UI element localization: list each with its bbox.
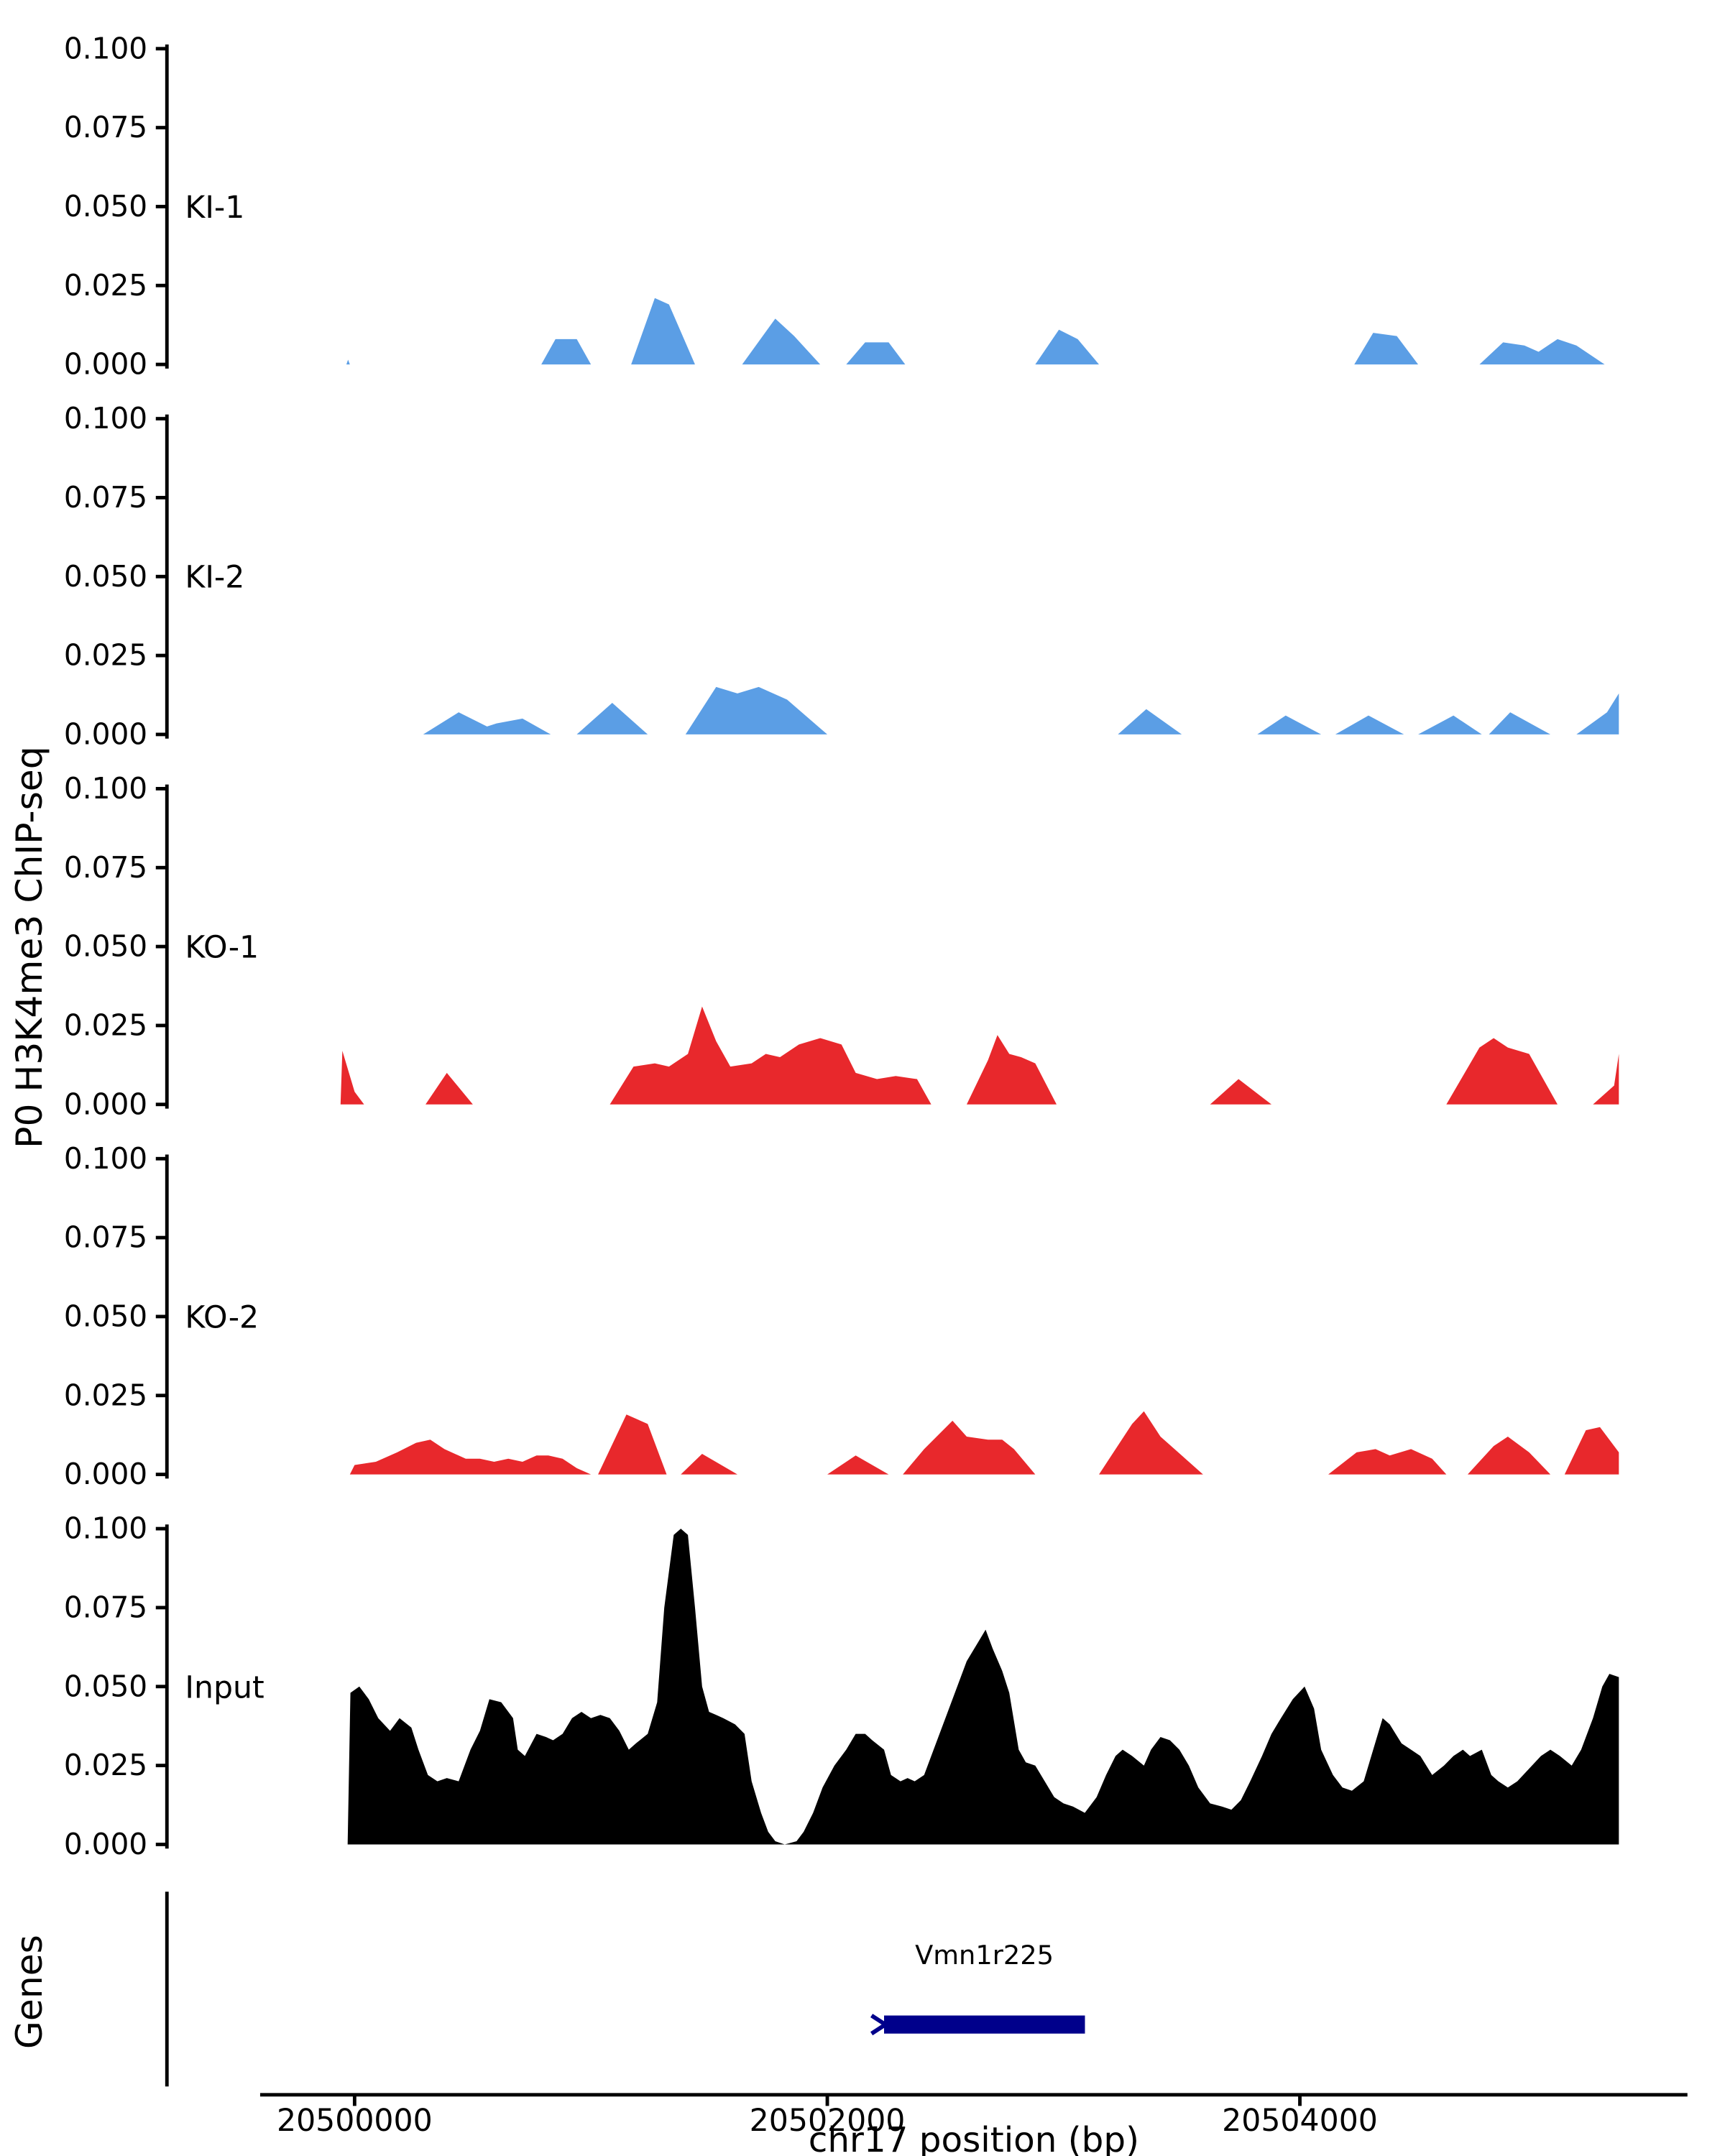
x-tick-label: 20502000 bbox=[750, 2103, 906, 2139]
track-label: KO-2 bbox=[185, 1299, 259, 1335]
coverage-area-Input bbox=[347, 1529, 1619, 1845]
y-tick-label: 0.050 bbox=[64, 1669, 147, 1703]
y-tick-label: 0.075 bbox=[64, 850, 147, 885]
coverage-area-KO-2 bbox=[349, 1411, 1619, 1475]
x-axis: 20500000 20502000 20504000 chr17 position (… bbox=[259, 2093, 1688, 2156]
y-tick-label: 0.000 bbox=[64, 1087, 147, 1121]
y-tick-label: 0.025 bbox=[64, 1378, 147, 1412]
y-tick-label: 0.025 bbox=[64, 268, 147, 303]
y-tick-label: 0.050 bbox=[64, 929, 147, 964]
x-axis-title: chr17 position (bp) bbox=[809, 2120, 1139, 2156]
y-tick-label: 0.100 bbox=[64, 771, 147, 806]
gene-strand-arrow-icon bbox=[870, 2014, 890, 2036]
genes-panel-title: Genes bbox=[8, 1935, 50, 2049]
y-tick-label: 0.025 bbox=[64, 1748, 147, 1782]
coverage-area-KI-1 bbox=[346, 298, 1605, 365]
track-label: KI-1 bbox=[185, 190, 244, 226]
coverage-area-KO-1 bbox=[340, 1006, 1619, 1105]
y-tick-label: 0.000 bbox=[64, 347, 147, 382]
y-tick-label: 0.100 bbox=[64, 31, 147, 65]
gene-body bbox=[884, 2015, 1085, 2034]
track-KO-2: 0.000 0.025 0.050 0.075 0.100 KO-2 bbox=[64, 1141, 1619, 1491]
y-tick-label: 0.050 bbox=[64, 189, 147, 224]
track-label: KO-1 bbox=[185, 930, 259, 966]
track-label: KI-2 bbox=[185, 560, 244, 596]
y-tick-label: 0.000 bbox=[64, 717, 147, 751]
track-label: Input bbox=[185, 1669, 264, 1705]
y-tick-label: 0.000 bbox=[64, 1457, 147, 1491]
y-tick-label: 0.025 bbox=[64, 1008, 147, 1042]
y-axis-title: P0 H3K4me3 ChIP-seq bbox=[8, 746, 50, 1148]
y-tick-label: 0.025 bbox=[64, 638, 147, 673]
y-tick-label: 0.075 bbox=[64, 480, 147, 515]
y-tick-label: 0.000 bbox=[64, 1827, 147, 1861]
x-tick-label: 20504000 bbox=[1222, 2103, 1378, 2139]
y-tick-label: 0.050 bbox=[64, 1299, 147, 1333]
y-tick-label: 0.100 bbox=[64, 1511, 147, 1546]
genes-panel: Genes Vmn1r225 bbox=[8, 1892, 1085, 2087]
track-KI-1: 0.000 0.025 0.050 0.075 0.100 KI-1 bbox=[64, 31, 1605, 382]
y-tick-label: 0.050 bbox=[64, 559, 147, 594]
track-KO-1: 0.000 0.025 0.050 0.075 0.100 KO-1 bbox=[64, 771, 1619, 1121]
y-tick-label: 0.075 bbox=[64, 110, 147, 144]
track-KI-2: 0.000 0.025 0.050 0.075 0.100 KI-2 bbox=[64, 401, 1619, 751]
coverage-area-KI-2 bbox=[423, 686, 1619, 734]
y-tick-label: 0.100 bbox=[64, 1141, 147, 1176]
track-Input: 0.000 0.025 0.050 0.075 0.100 Input bbox=[64, 1511, 1619, 1861]
x-tick-label: 20500000 bbox=[277, 2103, 433, 2139]
gene-name: Vmn1r225 bbox=[915, 1940, 1054, 1971]
y-tick-label: 0.075 bbox=[64, 1220, 147, 1255]
y-tick-label: 0.075 bbox=[64, 1590, 147, 1624]
y-tick-label: 0.100 bbox=[64, 401, 147, 436]
